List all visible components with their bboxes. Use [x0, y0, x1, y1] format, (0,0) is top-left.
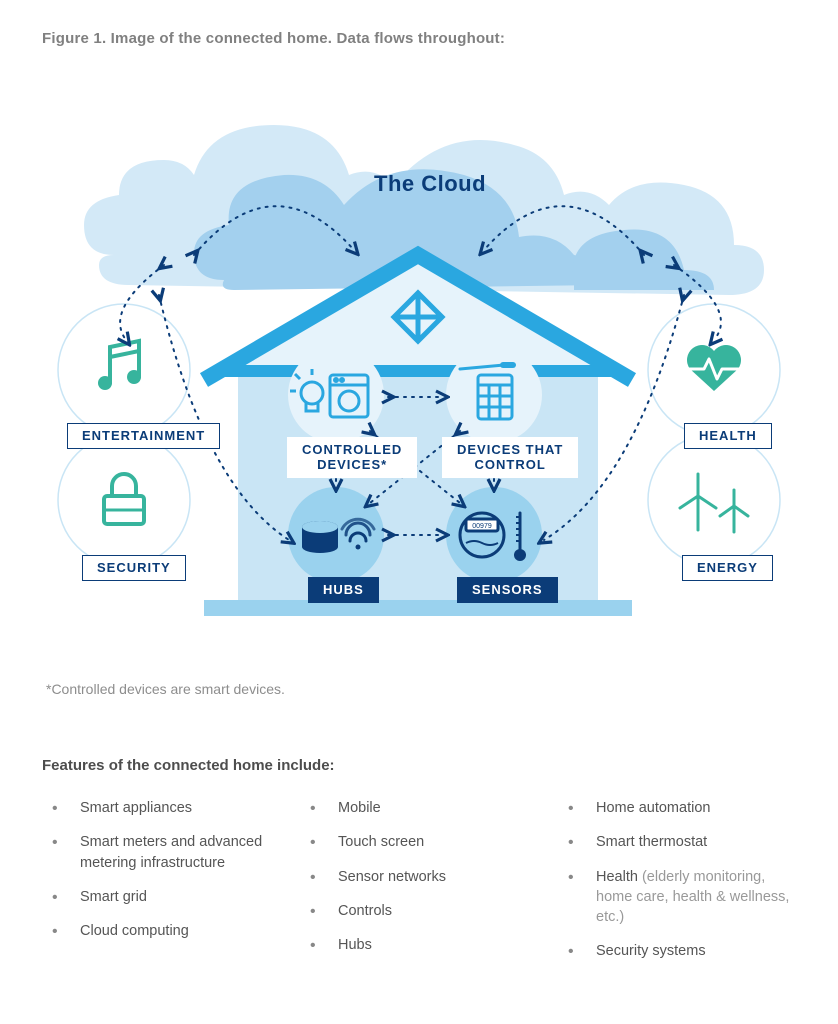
label-energy: ENERGY [682, 555, 773, 581]
footnote: *Controlled devices are smart devices. [46, 681, 792, 697]
feature-item: Health (elderly monitoring, home care, h… [558, 867, 796, 942]
features-col-3: Home automationSmart thermostatHealth (e… [558, 798, 796, 976]
label-security: SECURITY [82, 555, 186, 581]
label-entertainment: ENTERTAINMENT [67, 423, 220, 449]
feature-item: Cloud computing [42, 921, 280, 955]
connected-home-diagram: 00979 [44, 65, 794, 665]
label-controlled-devices: CONTROLLED DEVICES* [287, 437, 417, 478]
label-hubs: HUBS [308, 577, 379, 603]
feature-item: Touch screen [300, 832, 538, 866]
feature-item: Sensor networks [300, 867, 538, 901]
features-col-2: MobileTouch screenSensor networksControl… [300, 798, 538, 976]
label-health: HEALTH [684, 423, 772, 449]
house [204, 255, 632, 616]
features-heading: Features of the connected home include: [42, 757, 796, 774]
feature-item: Controls [300, 901, 538, 935]
feature-item: Hubs [300, 935, 538, 969]
figure-title: Figure 1. Image of the connected home. D… [42, 30, 796, 47]
feature-item: Smart appliances [42, 798, 280, 832]
feature-item: Smart grid [42, 887, 280, 921]
cloud-label: The Cloud [374, 171, 486, 197]
features-columns: Smart appliancesSmart meters and advance… [42, 798, 796, 976]
feature-item: Home automation [558, 798, 796, 832]
label-devices-that-control: DEVICES THAT CONTROL [442, 437, 578, 478]
feature-item: Smart meters and advanced metering infra… [42, 832, 280, 887]
feature-item: Smart thermostat [558, 832, 796, 866]
svg-text:00979: 00979 [472, 523, 492, 530]
features-col-1: Smart appliancesSmart meters and advance… [42, 798, 280, 976]
label-sensors: SENSORS [457, 577, 558, 603]
feature-item: Mobile [300, 798, 538, 832]
feature-item: Security systems [558, 941, 796, 975]
